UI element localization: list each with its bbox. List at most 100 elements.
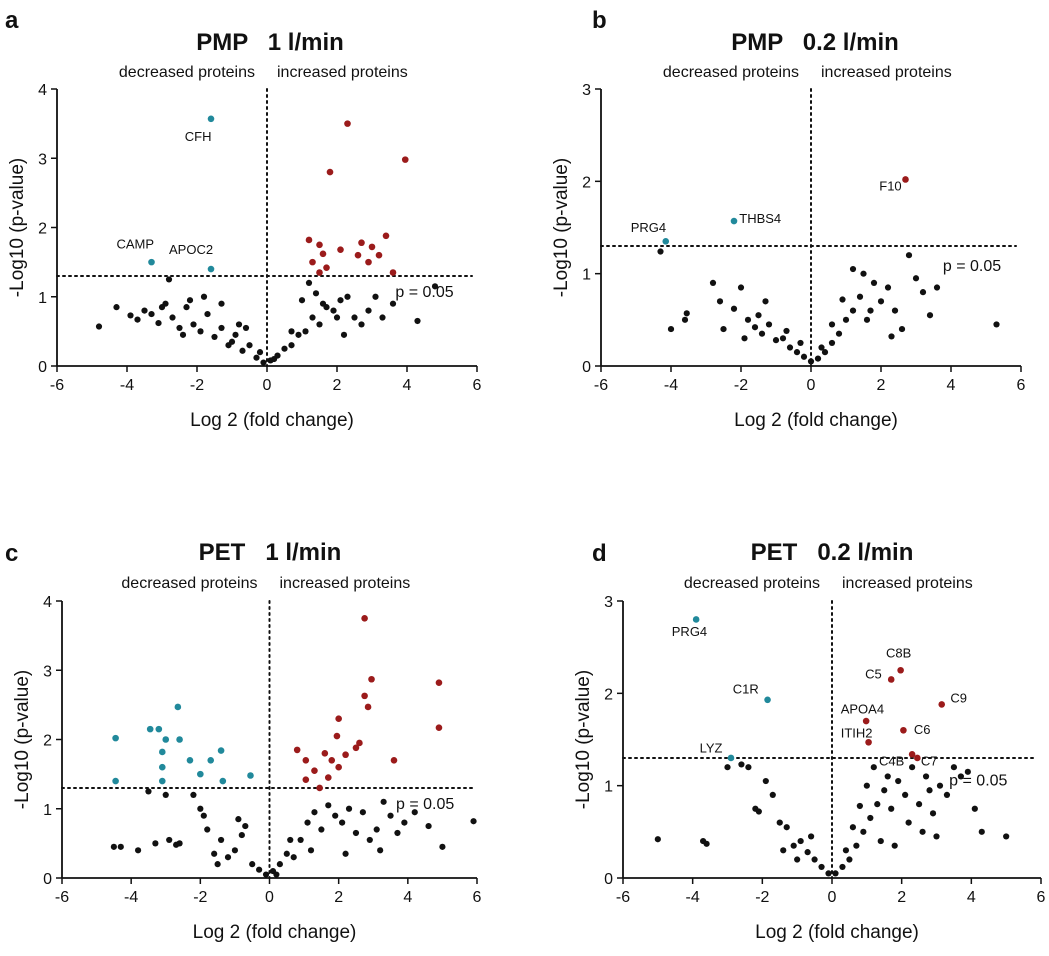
increased-point: [375, 251, 383, 259]
data-point: [305, 279, 313, 286]
data-point: [741, 335, 748, 342]
data-point: [204, 826, 211, 833]
x-tick-label: -6: [55, 889, 69, 906]
increased-point: [344, 120, 351, 127]
region-label-increased: increased proteins: [280, 575, 411, 592]
data-point: [283, 850, 290, 857]
data-point: [922, 773, 930, 780]
x-tick-label: -2: [190, 377, 204, 394]
y-tick-label: 1: [582, 267, 591, 284]
data-point: [235, 321, 243, 328]
data-point: [846, 856, 853, 863]
data-point: [325, 802, 332, 809]
data-point: [811, 856, 818, 863]
data-point: [377, 847, 384, 854]
protein-label: C5: [865, 667, 882, 682]
data-point: [867, 814, 874, 822]
data-point: [926, 312, 934, 319]
data-point: [703, 840, 710, 847]
data-point: [366, 836, 373, 844]
y-axis-title: -Log10 (p-value): [12, 670, 33, 809]
increased-point: [938, 701, 946, 708]
panel-title: PET 0.2 l/min: [751, 539, 914, 566]
x-tick-label: -4: [120, 377, 134, 394]
data-point: [915, 801, 923, 808]
protein-label: C6: [914, 722, 931, 737]
x-tick-label: -4: [124, 889, 138, 906]
data-point: [783, 327, 790, 335]
data-point: [807, 358, 815, 365]
protein-label: PRG4: [631, 220, 666, 235]
x-tick-label: 0: [265, 889, 274, 906]
region-label-decreased: decreased proteins: [684, 575, 820, 592]
increased-point: [865, 738, 872, 746]
increased-point: [358, 239, 365, 247]
decreased-point: [197, 770, 204, 778]
data-point: [654, 836, 661, 843]
data-point: [141, 307, 148, 314]
data-point: [933, 284, 941, 291]
increased-point: [389, 269, 397, 276]
x-tick-label: 2: [333, 377, 342, 394]
data-point: [839, 863, 846, 871]
protein-label: CFH: [185, 129, 212, 144]
data-point: [242, 324, 250, 332]
data-point: [912, 275, 920, 282]
data-point: [943, 791, 951, 799]
data-point: [929, 810, 937, 817]
increased-point: [390, 756, 398, 764]
data-point: [218, 324, 225, 332]
data-point: [888, 805, 895, 812]
data-point: [738, 761, 745, 768]
region-label-decreased: decreased proteins: [121, 575, 257, 592]
protein-label: C4B: [879, 753, 904, 768]
data-point: [709, 279, 717, 286]
data-point: [891, 842, 898, 849]
data-point: [919, 828, 926, 835]
increased-point: [382, 232, 390, 240]
y-tick-label: 3: [38, 151, 47, 168]
increased-point: [908, 750, 916, 758]
panel-letter: c: [5, 540, 18, 567]
panel-title: PMP 1 l/min: [196, 29, 344, 56]
threshold-label: p = 0.05: [395, 284, 453, 301]
increased-point: [887, 676, 895, 683]
data-point: [926, 787, 933, 794]
y-tick-label: 0: [38, 359, 47, 376]
data-point: [765, 321, 773, 328]
data-point: [228, 338, 236, 345]
x-axis-title: Log 2 (fold change): [190, 410, 354, 431]
data-point: [186, 297, 194, 304]
region-label-increased: increased proteins: [277, 64, 408, 81]
data-point: [337, 297, 344, 304]
increased-point: [368, 243, 376, 251]
data-point: [372, 293, 379, 300]
data-point: [863, 782, 870, 789]
x-tick-label: -2: [734, 377, 748, 394]
decreased-point: [247, 772, 254, 779]
data-point: [214, 861, 221, 868]
decreased-point: [186, 756, 194, 764]
decreased-point: [207, 756, 215, 764]
x-tick-label: -4: [664, 377, 678, 394]
data-point: [971, 805, 978, 812]
x-tick-label: 0: [828, 889, 837, 906]
x-tick-label: 6: [1017, 377, 1026, 394]
data-point: [853, 842, 860, 849]
data-point: [297, 836, 304, 844]
data-point: [657, 248, 664, 255]
data-point: [779, 335, 787, 342]
decreased-point: [112, 734, 119, 742]
data-point: [898, 325, 906, 333]
data-point: [744, 316, 752, 323]
data-point: [373, 826, 380, 833]
data-point: [281, 345, 288, 352]
data-point: [737, 284, 745, 291]
data-point: [867, 307, 874, 314]
y-tick-label: 2: [43, 733, 52, 750]
data-point: [200, 293, 208, 300]
data-point: [681, 316, 689, 323]
data-point: [860, 270, 867, 277]
data-point: [298, 297, 306, 304]
data-point: [176, 324, 183, 332]
